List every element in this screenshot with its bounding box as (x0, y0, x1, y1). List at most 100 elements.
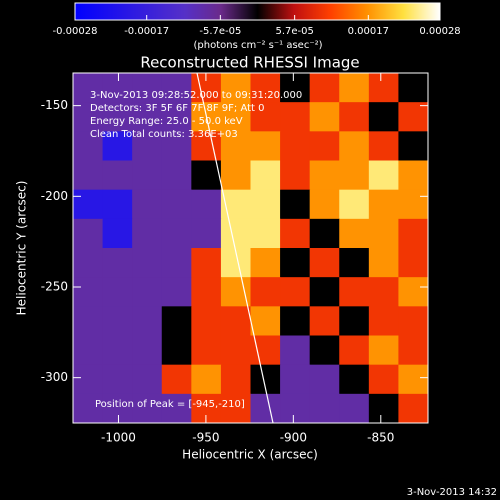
colorbar (74, 2, 441, 21)
heatmap-cell (250, 393, 281, 423)
y-tick-label: -250 (41, 279, 68, 293)
heatmap-cell (368, 248, 399, 278)
heatmap-cell (250, 218, 281, 249)
heatmap-cell (191, 364, 222, 395)
heatmap-cell (368, 364, 399, 395)
heatmap-cell (161, 393, 192, 423)
heatmap-cell (191, 335, 222, 366)
x-axis-label: Heliocentric X (arcsec) (182, 448, 318, 462)
colorbar-tick-label: 5.7e-05 (275, 26, 313, 37)
heatmap-cell (339, 131, 370, 161)
heatmap-cell (368, 277, 399, 307)
heatmap-cell (309, 306, 340, 336)
heatmap-cell (250, 306, 281, 336)
y-tick-label: -300 (41, 370, 68, 384)
heatmap-cell (161, 218, 192, 249)
heatmap-cell (398, 277, 428, 307)
heatmap-cell (280, 73, 311, 103)
heatmap-cell (309, 393, 340, 423)
heatmap-cell (102, 131, 133, 161)
heatmap-cell (309, 102, 340, 132)
heatmap-cell (280, 393, 311, 423)
heatmap-cell (398, 393, 428, 423)
heatmap-cell (398, 189, 428, 220)
heatmap-cell (339, 160, 370, 191)
heatmap-cell (398, 306, 428, 336)
heatmap-cell (132, 189, 163, 220)
heatmap-cell (161, 277, 192, 307)
solar-limb (196, 73, 274, 423)
heatmap-cell (280, 364, 311, 395)
heatmap-cell (220, 160, 251, 191)
heatmap-cell (102, 218, 133, 249)
heatmap-cell (280, 306, 311, 336)
heatmap-cell (309, 364, 340, 395)
heatmap-cell (309, 277, 340, 307)
heatmap-cell (398, 131, 428, 161)
heatmap-cell (339, 218, 370, 249)
heatmap-cell (280, 189, 311, 220)
heatmap-cell (191, 248, 222, 278)
heatmap-cell (73, 277, 104, 307)
colorbar-tick-label: -0.00028 (53, 26, 98, 37)
colorbar-tick-label: 0.00017 (348, 26, 389, 37)
heatmap-cell (73, 306, 104, 336)
heatmap-cell (250, 102, 281, 132)
annotation: 3-Nov-2013 09:28:52.000 to 09:31:20.000 (90, 90, 302, 101)
heatmap-cell (339, 73, 370, 103)
heatmap-cell (280, 131, 311, 161)
heatmap-cell (250, 248, 281, 278)
heatmap-cell (368, 189, 399, 220)
heatmap-cell (132, 218, 163, 249)
heatmap-cell (339, 102, 370, 132)
heatmap-cell (191, 277, 222, 307)
heatmap-cell (339, 306, 370, 336)
heatmap-cell (161, 364, 192, 395)
heatmap-cell (220, 306, 251, 336)
heatmap-cell (161, 102, 192, 132)
heatmap-cell (398, 160, 428, 191)
heatmap-cell (368, 160, 399, 191)
heatmap-cell (368, 393, 399, 423)
colorbar-tick-label: 0.00028 (419, 26, 460, 37)
heatmap-cell (132, 335, 163, 366)
heatmap-cell (132, 73, 163, 103)
peak-label: Position of Peak = [-945,-210] (95, 399, 245, 410)
heatmap-cell (368, 218, 399, 249)
heatmap-cell (73, 189, 104, 220)
heatmap-cell (368, 73, 399, 103)
heatmap-cell (191, 160, 222, 191)
heatmap-cell (250, 73, 281, 103)
heatmap-cell (309, 189, 340, 220)
heatmap-cell (368, 306, 399, 336)
heatmap-cell (102, 102, 133, 132)
heatmap-cell (220, 131, 251, 161)
heatmap-cell (73, 73, 104, 103)
heatmap-cell (102, 335, 133, 366)
heatmap-cell (309, 335, 340, 366)
heatmap-cell (161, 131, 192, 161)
heatmap-cell (368, 102, 399, 132)
heatmap-cell (73, 131, 104, 161)
y-tick-label: -150 (41, 98, 68, 112)
heatmap-cell (132, 393, 163, 423)
heatmap-cell (161, 189, 192, 220)
heatmap-cell (220, 102, 251, 132)
heatmap-cell (368, 131, 399, 161)
heatmap-cell (280, 277, 311, 307)
heatmap-cell (73, 364, 104, 395)
heatmap-cell (280, 335, 311, 366)
heatmap-cell (309, 73, 340, 103)
heatmap-cell (220, 335, 251, 366)
heatmap-cell (73, 160, 104, 191)
heatmap-cell (280, 218, 311, 249)
heatmap-cell (73, 102, 104, 132)
heatmap-cell (132, 277, 163, 307)
heatmap-cell (339, 277, 370, 307)
heatmap-cell (250, 131, 281, 161)
heatmap-cell (220, 393, 251, 423)
heatmap-cell (73, 218, 104, 249)
heatmap-cell (132, 364, 163, 395)
heatmap-cell (161, 335, 192, 366)
heatmap-cell (161, 306, 192, 336)
